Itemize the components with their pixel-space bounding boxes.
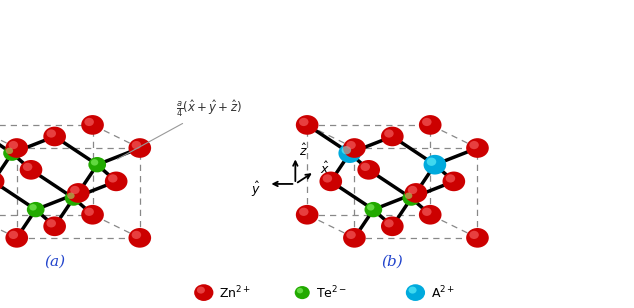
Circle shape: [339, 143, 361, 163]
Circle shape: [358, 160, 380, 180]
Circle shape: [361, 163, 370, 171]
Circle shape: [67, 192, 75, 199]
Circle shape: [88, 157, 106, 172]
Circle shape: [343, 138, 366, 158]
Circle shape: [29, 204, 37, 211]
Circle shape: [406, 284, 425, 301]
Circle shape: [43, 127, 66, 146]
Text: $\hat{y}$: $\hat{y}$: [251, 180, 261, 199]
Circle shape: [9, 231, 18, 239]
Circle shape: [108, 174, 117, 183]
Text: $\hat{z}$: $\hat{z}$: [299, 143, 308, 159]
Circle shape: [299, 118, 309, 126]
Circle shape: [346, 141, 356, 149]
Circle shape: [403, 190, 420, 206]
Circle shape: [84, 208, 94, 216]
Circle shape: [404, 183, 427, 203]
Circle shape: [422, 118, 432, 126]
Circle shape: [443, 172, 465, 191]
Circle shape: [46, 129, 56, 138]
Circle shape: [132, 231, 141, 239]
Circle shape: [9, 141, 18, 149]
Circle shape: [466, 138, 489, 158]
Circle shape: [342, 146, 351, 154]
Circle shape: [320, 172, 342, 191]
Circle shape: [408, 186, 417, 194]
Circle shape: [469, 231, 479, 239]
Circle shape: [466, 228, 489, 248]
Circle shape: [297, 288, 303, 294]
Circle shape: [424, 155, 446, 175]
Circle shape: [194, 284, 214, 301]
Circle shape: [384, 129, 394, 138]
Circle shape: [296, 115, 318, 135]
Circle shape: [132, 141, 141, 149]
Circle shape: [446, 174, 455, 183]
Circle shape: [367, 204, 375, 211]
Circle shape: [381, 217, 404, 236]
Circle shape: [23, 163, 32, 171]
Circle shape: [6, 228, 28, 248]
Circle shape: [346, 231, 356, 239]
Circle shape: [81, 115, 104, 135]
Circle shape: [105, 172, 127, 191]
Circle shape: [405, 192, 412, 199]
Circle shape: [381, 127, 404, 146]
Circle shape: [299, 208, 309, 216]
Circle shape: [20, 160, 42, 180]
Circle shape: [6, 148, 13, 154]
Circle shape: [65, 190, 82, 206]
Circle shape: [3, 145, 21, 161]
Text: $\hat{x}$: $\hat{x}$: [320, 161, 330, 177]
Circle shape: [70, 186, 80, 194]
Circle shape: [129, 138, 151, 158]
Circle shape: [343, 228, 366, 248]
Circle shape: [91, 159, 98, 166]
Circle shape: [408, 286, 417, 294]
Circle shape: [0, 172, 4, 191]
Text: (a): (a): [44, 255, 65, 269]
Circle shape: [422, 208, 432, 216]
Text: (b): (b): [382, 255, 403, 269]
Circle shape: [6, 138, 28, 158]
Circle shape: [323, 174, 332, 183]
Text: A$^{2+}$: A$^{2+}$: [431, 284, 455, 301]
Text: Te$^{2-}$: Te$^{2-}$: [316, 284, 347, 301]
Circle shape: [46, 219, 56, 228]
Circle shape: [384, 219, 394, 228]
Circle shape: [419, 115, 441, 135]
Circle shape: [84, 118, 94, 126]
Circle shape: [43, 217, 66, 236]
Text: Zn$^{2+}$: Zn$^{2+}$: [219, 284, 252, 301]
Circle shape: [296, 205, 318, 225]
Text: $\frac{a}{4}(\hat{x}+\hat{y}+\hat{z})$: $\frac{a}{4}(\hat{x}+\hat{y}+\hat{z})$: [117, 99, 242, 159]
Circle shape: [27, 202, 44, 217]
Circle shape: [419, 205, 441, 225]
Circle shape: [67, 183, 89, 203]
Circle shape: [365, 202, 382, 217]
Circle shape: [295, 286, 310, 299]
Circle shape: [469, 141, 479, 149]
Circle shape: [129, 228, 151, 248]
Circle shape: [81, 205, 104, 225]
Circle shape: [427, 158, 436, 166]
Circle shape: [197, 286, 205, 294]
